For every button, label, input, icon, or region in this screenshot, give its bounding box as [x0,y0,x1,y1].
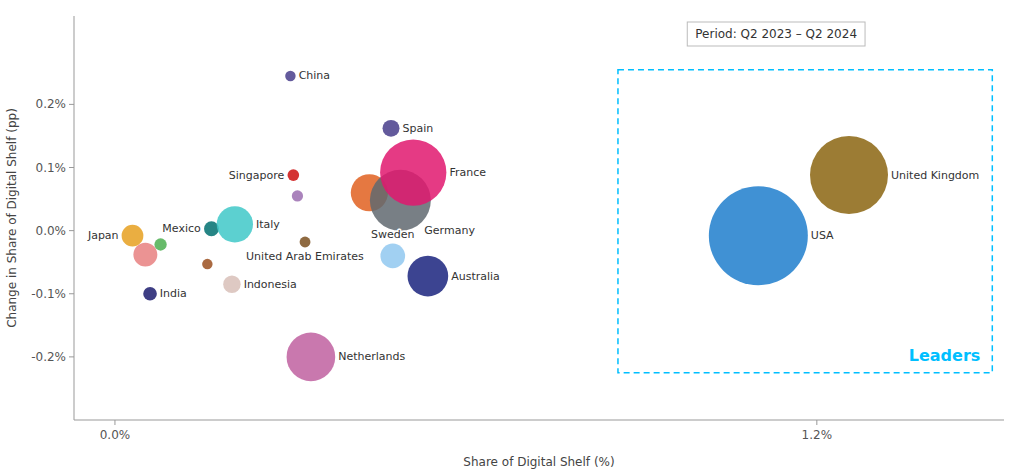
bubble [154,238,166,250]
leaders-label: Leaders [909,346,981,365]
x-tick-label: 1.2% [802,428,833,442]
x-axis-label: Share of Digital Shelf (%) [463,455,614,469]
bubble [133,243,157,267]
bubble [383,120,400,137]
bubble-label: China [299,69,330,82]
bubble [143,287,157,301]
x-tick [816,420,817,425]
bubble [288,169,300,181]
x-tick-label: 0.0% [100,428,131,442]
x-tick [114,420,115,425]
bubble [810,136,888,214]
bubbles [122,71,888,381]
bubble-label: Mexico [162,222,201,235]
y-tick-label: 0.2% [36,97,67,111]
bubble-label: Australia [451,270,500,283]
bubble [408,256,449,297]
bubble [292,190,303,201]
y-axis-label: Change in Share of Digital Shelf (pp) [5,108,19,328]
bubble-label: Italy [256,218,280,231]
bubble-label: Indonesia [244,278,297,291]
y-axis-line [74,16,75,420]
bubble-label: France [449,166,486,179]
y-tick [69,104,74,105]
bubble [380,139,446,205]
period-box [687,22,865,46]
y-tick [69,356,74,357]
x-axis-line [74,420,1004,421]
bubble [380,244,405,269]
bubble-label: Sweden [371,228,414,241]
bubble-label: United Kingdom [891,169,979,182]
bubble-label: Netherlands [338,350,405,363]
period-note: Period: Q2 2023 – Q2 2024 [687,22,865,46]
bubble [217,206,253,242]
bubble [204,221,219,236]
bubble-label: Spain [402,122,433,135]
y-tick-label: -0.1% [31,287,66,301]
bubble-label: United Arab Emirates [246,250,364,263]
y-tick-label: 0.1% [36,161,67,175]
bubble-label: Singapore [229,169,285,182]
leaders-box [618,70,992,373]
bubble [285,71,295,81]
bubble-label: Japan [87,229,119,242]
bubble-label: India [160,287,187,300]
y-tick [69,167,74,168]
y-tick-label: 0.0% [36,224,67,238]
bubble [300,237,311,248]
bubble [287,333,336,382]
period-text: Period: Q2 2023 – Q2 2024 [695,27,857,41]
y-tick [69,293,74,294]
bubble [202,259,212,269]
bubble-labels: Japan India Mexico Italy Indonesia China Singa… [87,69,979,363]
bubble-label: Germany [424,224,475,237]
bubble [709,186,808,285]
bubble-label: USA [811,229,834,242]
y-tick-label: -0.2% [31,350,66,364]
y-tick [69,230,74,231]
bubble [223,276,240,293]
chart: 0.0% 1.2% -0.2% -0.1% 0.0% 0.1% 0.2% Share of D… [0,0,1024,474]
bubble [122,225,144,247]
